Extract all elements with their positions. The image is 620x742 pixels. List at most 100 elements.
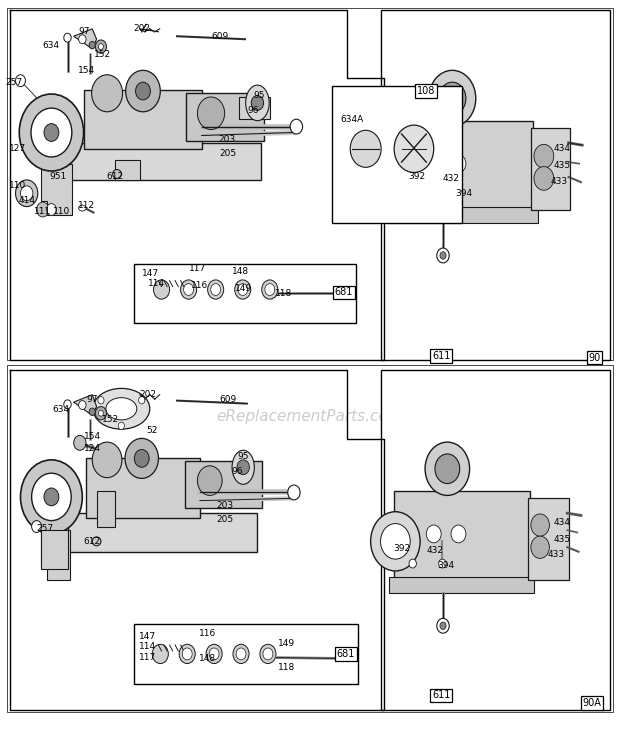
- Circle shape: [350, 131, 381, 168]
- Circle shape: [251, 96, 264, 111]
- Bar: [41, 531, 68, 569]
- Text: 202: 202: [140, 390, 156, 399]
- Text: 432: 432: [427, 545, 443, 555]
- Circle shape: [419, 188, 427, 197]
- Bar: [97, 491, 115, 527]
- Circle shape: [288, 485, 300, 500]
- Text: 435: 435: [554, 160, 571, 170]
- Bar: [394, 491, 529, 580]
- Circle shape: [95, 40, 107, 53]
- Text: 152: 152: [102, 415, 120, 424]
- Polygon shape: [41, 531, 70, 580]
- Text: 90: 90: [588, 352, 601, 363]
- Text: 202: 202: [133, 24, 150, 33]
- Ellipse shape: [246, 85, 269, 121]
- Bar: [531, 128, 570, 209]
- Circle shape: [211, 283, 221, 295]
- Circle shape: [182, 648, 192, 660]
- Bar: [239, 97, 270, 119]
- Circle shape: [136, 82, 151, 100]
- Text: 609: 609: [219, 395, 237, 404]
- Text: 152: 152: [94, 50, 112, 59]
- Circle shape: [92, 442, 122, 478]
- Text: 112: 112: [78, 200, 95, 209]
- Text: 433: 433: [547, 550, 565, 559]
- Circle shape: [154, 280, 170, 299]
- Circle shape: [135, 450, 149, 467]
- Circle shape: [206, 644, 222, 663]
- Text: 114: 114: [140, 642, 156, 651]
- Circle shape: [380, 154, 411, 191]
- Circle shape: [440, 252, 446, 259]
- Bar: [84, 90, 202, 149]
- Circle shape: [290, 119, 303, 134]
- Circle shape: [534, 145, 554, 168]
- Text: 52: 52: [146, 426, 158, 435]
- Bar: [115, 160, 140, 180]
- Circle shape: [99, 410, 104, 416]
- Text: 611: 611: [432, 690, 450, 700]
- Circle shape: [534, 167, 554, 190]
- Bar: [186, 93, 264, 142]
- Circle shape: [74, 436, 86, 450]
- Circle shape: [208, 280, 224, 299]
- Circle shape: [440, 622, 446, 629]
- Circle shape: [64, 33, 71, 42]
- Text: 203: 203: [218, 136, 235, 145]
- Text: 203: 203: [216, 502, 233, 510]
- Circle shape: [409, 559, 417, 568]
- Text: 97: 97: [87, 395, 98, 404]
- Circle shape: [394, 125, 434, 173]
- Circle shape: [260, 644, 276, 663]
- Circle shape: [92, 75, 123, 112]
- Text: 609: 609: [211, 32, 229, 41]
- Circle shape: [437, 618, 449, 633]
- Text: 117: 117: [188, 264, 206, 273]
- Bar: [389, 577, 534, 593]
- Text: 435: 435: [554, 535, 571, 544]
- Circle shape: [37, 202, 49, 217]
- Circle shape: [370, 142, 422, 203]
- Circle shape: [265, 283, 275, 295]
- Circle shape: [237, 460, 249, 475]
- Text: 118: 118: [278, 663, 295, 672]
- Text: 110: 110: [53, 206, 70, 215]
- Text: 392: 392: [408, 172, 425, 182]
- Ellipse shape: [93, 388, 150, 429]
- Circle shape: [184, 283, 193, 295]
- Circle shape: [20, 186, 33, 200]
- Circle shape: [79, 401, 86, 410]
- Bar: [381, 10, 610, 360]
- Text: 108: 108: [416, 87, 433, 96]
- Circle shape: [233, 644, 249, 663]
- Circle shape: [32, 473, 71, 521]
- Text: 394: 394: [455, 188, 472, 198]
- Circle shape: [425, 442, 469, 496]
- Circle shape: [32, 521, 42, 533]
- Circle shape: [46, 203, 56, 215]
- Text: 149: 149: [234, 283, 252, 292]
- Circle shape: [180, 280, 197, 299]
- Text: 148: 148: [200, 654, 216, 663]
- Circle shape: [263, 648, 273, 660]
- Circle shape: [435, 454, 459, 484]
- Text: 154: 154: [78, 66, 95, 75]
- Text: 611: 611: [432, 351, 450, 361]
- Circle shape: [427, 525, 441, 543]
- Bar: [531, 128, 570, 209]
- Text: 116: 116: [191, 281, 208, 290]
- Text: 392: 392: [393, 544, 410, 554]
- Bar: [134, 624, 358, 683]
- Circle shape: [531, 536, 549, 559]
- Circle shape: [16, 180, 38, 206]
- Text: 116: 116: [199, 629, 216, 638]
- Text: 434: 434: [554, 144, 571, 154]
- Ellipse shape: [113, 170, 122, 178]
- Circle shape: [89, 42, 95, 49]
- Circle shape: [262, 280, 278, 299]
- Circle shape: [139, 396, 145, 404]
- Text: 394: 394: [438, 560, 454, 570]
- Polygon shape: [41, 164, 72, 215]
- Circle shape: [531, 514, 549, 536]
- Ellipse shape: [92, 537, 101, 546]
